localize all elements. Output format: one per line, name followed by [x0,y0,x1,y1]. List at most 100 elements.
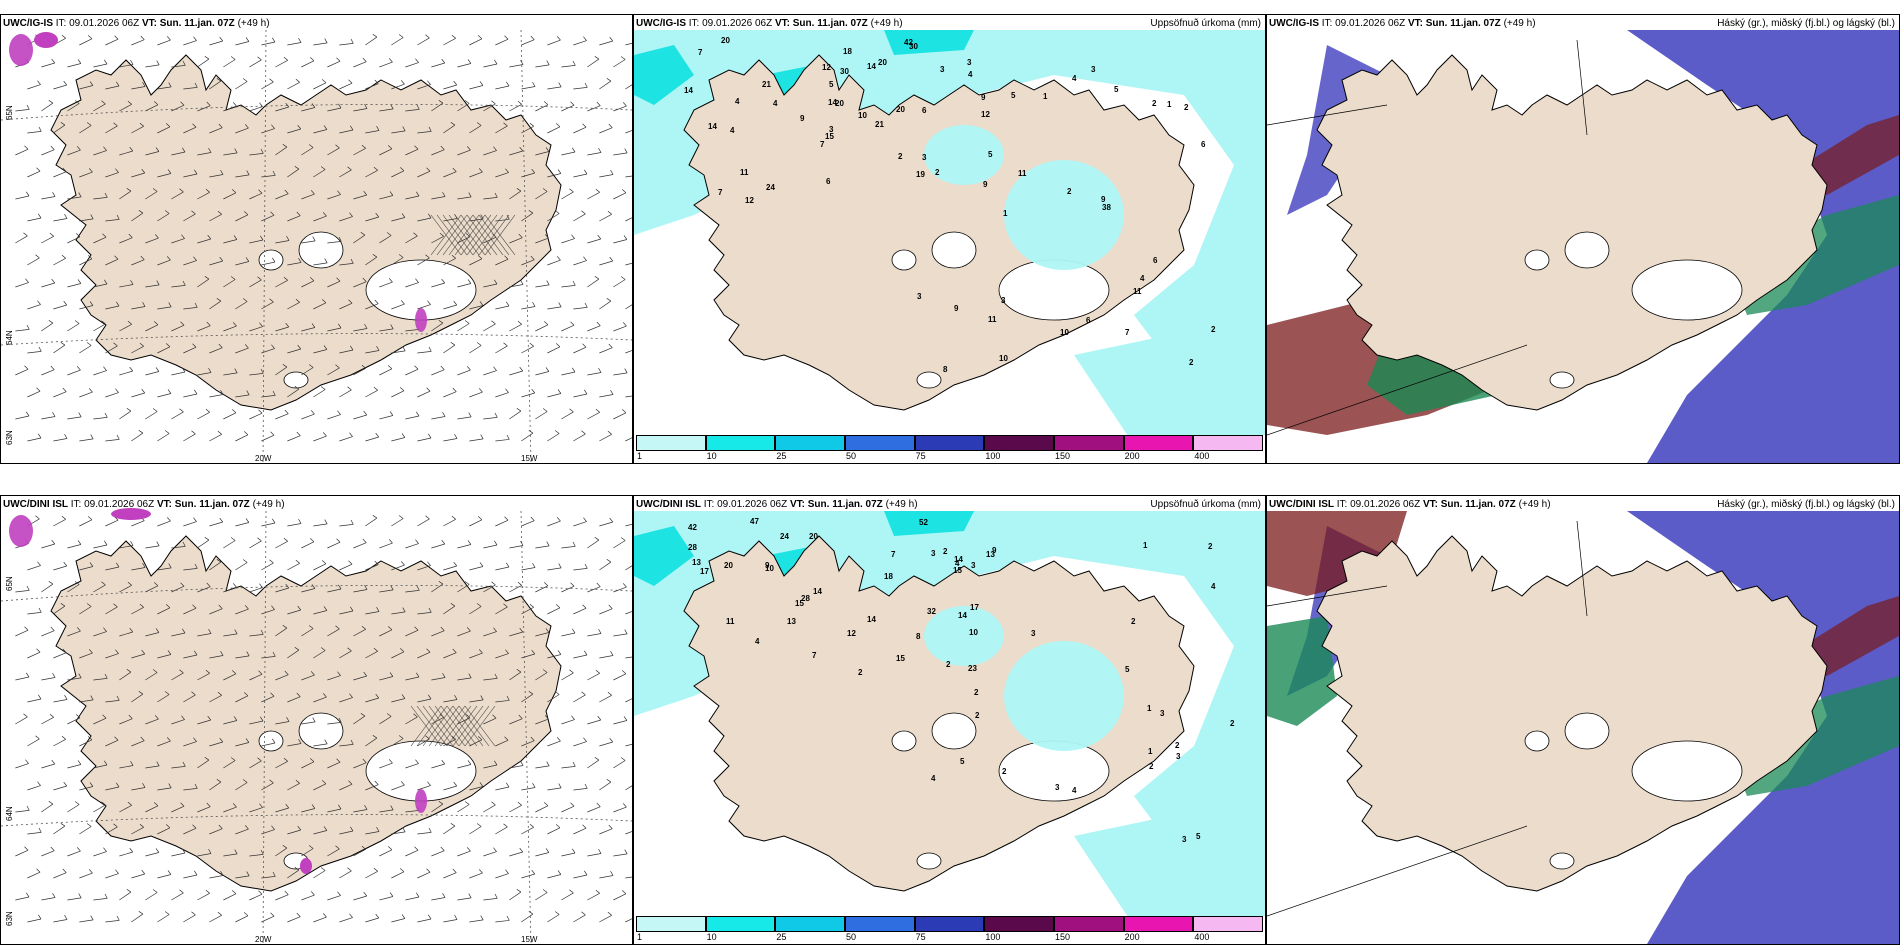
precip-value: 5 [1114,85,1119,94]
precip-value: 20 [724,561,733,570]
wind-barb [391,868,405,879]
wind-barb [365,647,378,659]
wind-barb [171,147,186,156]
wind-barb [613,368,628,376]
wind-barb [183,517,197,527]
wind-barb [353,758,367,769]
wind-barb [157,123,171,134]
iceland-land [1316,54,1828,411]
wind-barb [509,581,522,593]
wind-barb [67,320,80,332]
wind-barb [119,581,132,593]
wind-barb [27,914,42,923]
wind-barb [105,695,120,703]
wind-barb [93,673,108,681]
wind-barb [587,368,602,376]
colorbar-tick: 10 [706,451,717,461]
wind-barb [301,364,314,376]
wind-barb [547,82,562,90]
wind-barb [613,583,627,593]
wind-barb [379,672,394,681]
wind-barb [301,584,316,593]
wind-barb [131,691,144,703]
wind-barb [301,891,315,901]
wind-barb [353,57,367,68]
wind-barb [131,911,144,923]
magenta-blob [34,32,58,48]
colorbar-tick: 1 [637,451,643,461]
wind-barb [145,848,160,857]
precip-value: 19 [916,170,925,179]
wind-barb [379,365,393,376]
wind-barb [249,148,264,156]
wind-barb [365,560,379,571]
graticule-lon [520,510,532,944]
wind-barb [417,515,430,527]
precip-value: 7 [812,651,817,660]
wind-barb [209,911,222,923]
wind-barb [183,169,198,178]
wind-barb [599,343,613,354]
precip-value: 2 [975,711,980,720]
wind-barb [365,386,378,398]
wind-barb [67,192,82,200]
wind-barb [339,606,354,615]
wind-barb [275,144,288,156]
wind-barb [353,713,366,725]
wind-barb [535,582,549,593]
wind-barb [457,627,471,637]
wind-barb [327,364,340,376]
wind-barb [41,581,54,593]
precip-value: 14 [813,587,822,596]
wind-barb [183,783,198,791]
wind-barb [209,390,224,398]
wind-barb [495,695,510,703]
wind-barb [469,255,483,266]
wind-barb [535,541,550,549]
wind-barb [353,104,368,112]
wind-barb [105,81,120,90]
lon-label: 20W [255,935,272,944]
wind-barb [327,236,342,244]
magenta-blob [111,508,151,520]
wind-barb [417,126,432,134]
precip-value: 4 [968,70,973,79]
wind-barb [275,322,290,332]
wind-barb [625,130,632,134]
precip-values: 3 917472015135224184228202371712141441314… [688,517,1235,844]
wind-barb [365,299,379,310]
wind-barb [183,210,196,222]
wind-barb [287,867,300,879]
precip-value: 6 [1153,256,1158,265]
glacier [931,231,977,269]
glacier [258,249,284,271]
wind-barb [301,758,315,769]
precip-value: 17 [700,567,709,576]
precip-value: 1 [1003,209,1008,218]
wind-barb [93,192,108,200]
wind-barb [105,434,120,442]
wind-barb [53,603,66,615]
wind-barb [93,320,106,332]
wind-barb [27,827,42,835]
wind-barb [483,760,498,769]
wind-barb [67,100,80,112]
precip-value: 1 [1147,704,1152,713]
wind-barb [93,760,108,769]
wind-barb [599,210,612,222]
wind-barb [457,146,471,156]
wind-barb [261,825,275,835]
wind-barb [313,826,328,835]
precip-value: 1 [1167,100,1172,109]
glacier [1549,371,1575,389]
wind-barb [613,757,626,769]
wind-barb [93,59,108,68]
wind-barb [495,736,509,747]
wind-barb [495,122,508,134]
wind-barb [365,780,379,791]
wind-barb [157,563,172,571]
wind-barb [171,669,184,681]
precip-value: 4 [773,99,778,108]
wind-barb [67,366,81,376]
hatch-line [472,214,504,256]
